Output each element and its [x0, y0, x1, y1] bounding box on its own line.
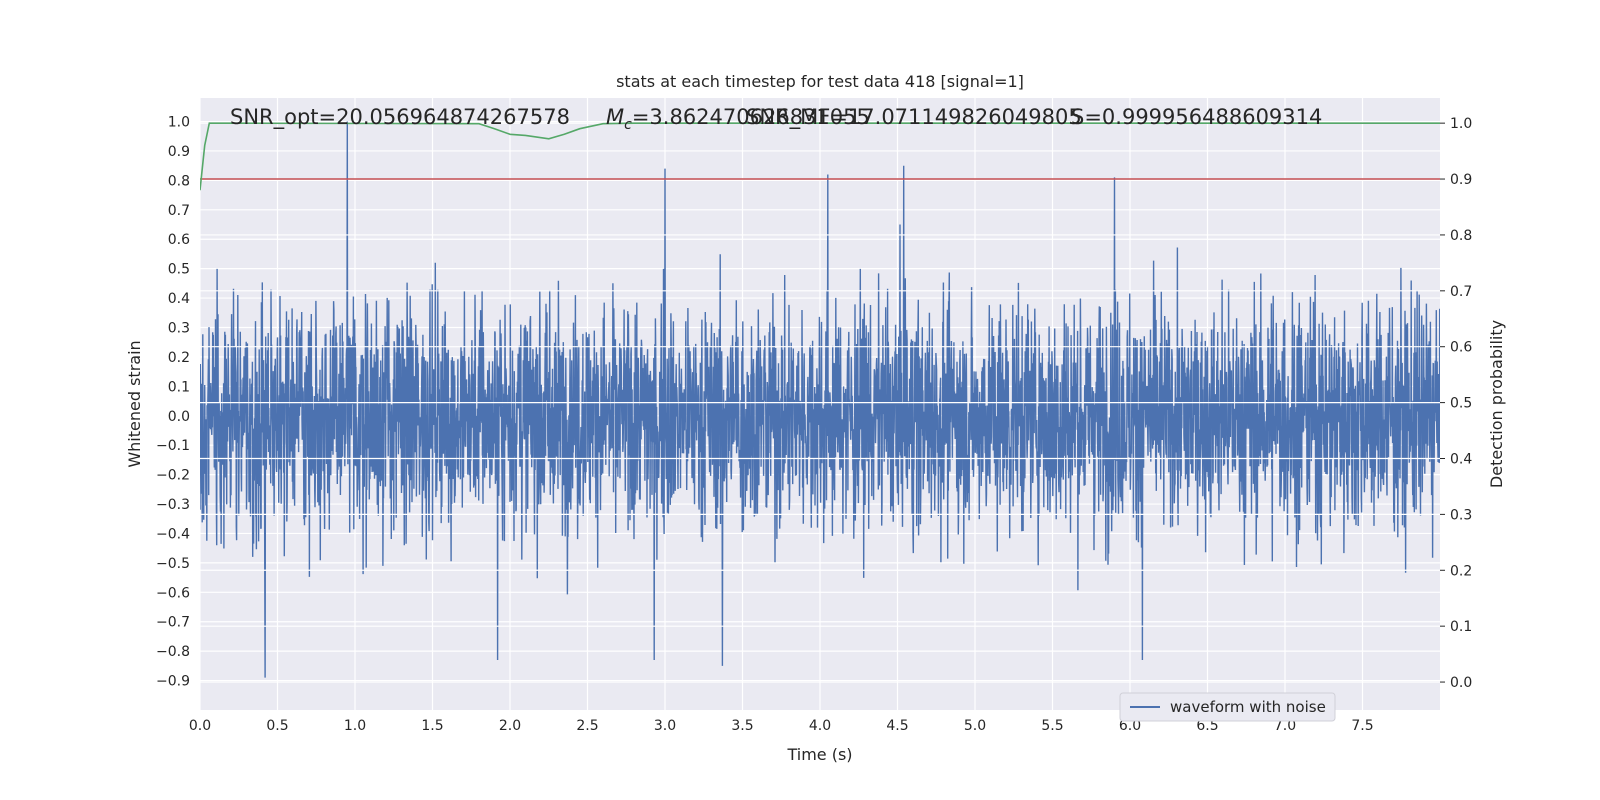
- y-left-tick-label: −0.1: [156, 438, 190, 454]
- waveform-line: [200, 121, 1440, 678]
- x-tick-label: 6.0: [1119, 718, 1141, 734]
- x-tick-label: 7.0: [1274, 718, 1296, 734]
- y-left-tick-label: 0.0: [168, 409, 190, 425]
- y-right-tick-label: 0.7: [1450, 284, 1472, 300]
- x-tick-label: 3.5: [731, 718, 753, 734]
- y-right-tick-labels: 1.0 0.9 0.8 0.7 0.6 0.5 0.4 0.3 0.2 0.1 0.0: [1440, 116, 1472, 691]
- chirp-mass-value: =3.862470626831055: [632, 105, 870, 129]
- y-left-tick-label: −0.7: [156, 615, 190, 631]
- legend-label: waveform with noise: [1170, 698, 1326, 716]
- x-tick-label: 2.0: [499, 718, 521, 734]
- y-left-tick-label: −0.3: [156, 497, 190, 513]
- y-left-tick-label: 0.7: [168, 203, 190, 219]
- x-tick-label: 3.0: [654, 718, 676, 734]
- y-left-tick-label: 0.9: [168, 144, 190, 160]
- y-right-axis-label: Detection probability: [1487, 320, 1506, 488]
- x-tick-label: 4.0: [809, 718, 831, 734]
- y-left-tick-label: 0.6: [168, 232, 190, 248]
- y-left-tick-label: 0.4: [168, 291, 190, 307]
- y-right-tick-label: 0.6: [1450, 340, 1472, 356]
- annotation-snr-mf: SNR_MF=17.071149826049805: [746, 105, 1082, 130]
- legend-box: [1119, 692, 1336, 722]
- y-right-tick-label: 0.0: [1450, 675, 1472, 691]
- y-left-tick-label: 0.1: [168, 379, 190, 395]
- detection-probability-line: [200, 122, 1440, 191]
- annotation-snr-opt: SNR_opt=20.056964874267578: [230, 105, 570, 130]
- y-left-tick-label: 0.5: [168, 262, 190, 278]
- annotation-row: SNR_opt=20.056964874267578 Mc=3.86247062…: [230, 105, 1322, 133]
- x-tick-label: 1.5: [421, 718, 443, 734]
- x-axis-label: Time (s): [786, 745, 852, 764]
- x-tick-label: 7.5: [1351, 718, 1373, 734]
- x-tick-label: 0.0: [189, 718, 211, 734]
- y-right-tick-label: 0.5: [1450, 396, 1472, 412]
- x-tick-label: 5.0: [964, 718, 986, 734]
- y-left-tick-label: −0.8: [156, 644, 190, 660]
- y-left-tick-label: −0.9: [156, 674, 190, 690]
- y-left-tick-label: −0.5: [156, 556, 190, 572]
- waveform-series: [200, 121, 1440, 678]
- x-tick-label: 4.5: [886, 718, 908, 734]
- y-right-tick-label: 0.8: [1450, 228, 1472, 244]
- y-right-tick-label: 0.9: [1450, 172, 1472, 188]
- y-left-tick-label: 0.8: [168, 173, 190, 189]
- x-tick-labels: 0.0 0.5 1.0 1.5 2.0 2.5 3.0 3.5 4.0 4.5 5.0 5.5 6.0 6…: [189, 718, 1374, 734]
- chart-title: stats at each timestep for test data 418…: [616, 72, 1024, 91]
- annotation-chirp-mass: Mc=3.862470626831055: [606, 105, 870, 133]
- y-right-tick-label: 0.1: [1450, 619, 1472, 635]
- y-left-tick-label: 0.2: [168, 350, 190, 366]
- y-left-tick-label: −0.2: [156, 468, 190, 484]
- y-right-tick-label: 0.3: [1450, 507, 1472, 523]
- annotation-s: S=0.999956488609314: [1071, 105, 1322, 129]
- y-left-tick-label: −0.4: [156, 526, 190, 542]
- x-tick-label: 6.5: [1196, 718, 1218, 734]
- y-left-tick-label: 1.0: [168, 115, 190, 131]
- chirp-mass-symbol: M: [606, 105, 624, 129]
- chirp-mass-subscript: c: [624, 117, 632, 133]
- x-tick-label: 0.5: [266, 718, 288, 734]
- y-left-tick-labels: 1.0 0.9 0.8 0.7 0.6 0.5 0.4 0.3 0.2 0.1 0.0 −0.1 −0.…: [156, 115, 190, 690]
- y-right-tick-label: 1.0: [1450, 116, 1472, 132]
- y-right-tick-label: 0.2: [1450, 563, 1472, 579]
- x-tick-label: 2.5: [576, 718, 598, 734]
- y-right-tick-label: 0.4: [1450, 451, 1472, 467]
- y-left-tick-label: −0.6: [156, 585, 190, 601]
- y-left-tick-label: 0.3: [168, 321, 190, 337]
- legend: waveform with noise: [1119, 692, 1336, 722]
- x-tick-label: 5.5: [1041, 718, 1063, 734]
- y-left-axis-label: Whitened strain: [125, 340, 144, 467]
- x-tick-label: 1.0: [344, 718, 366, 734]
